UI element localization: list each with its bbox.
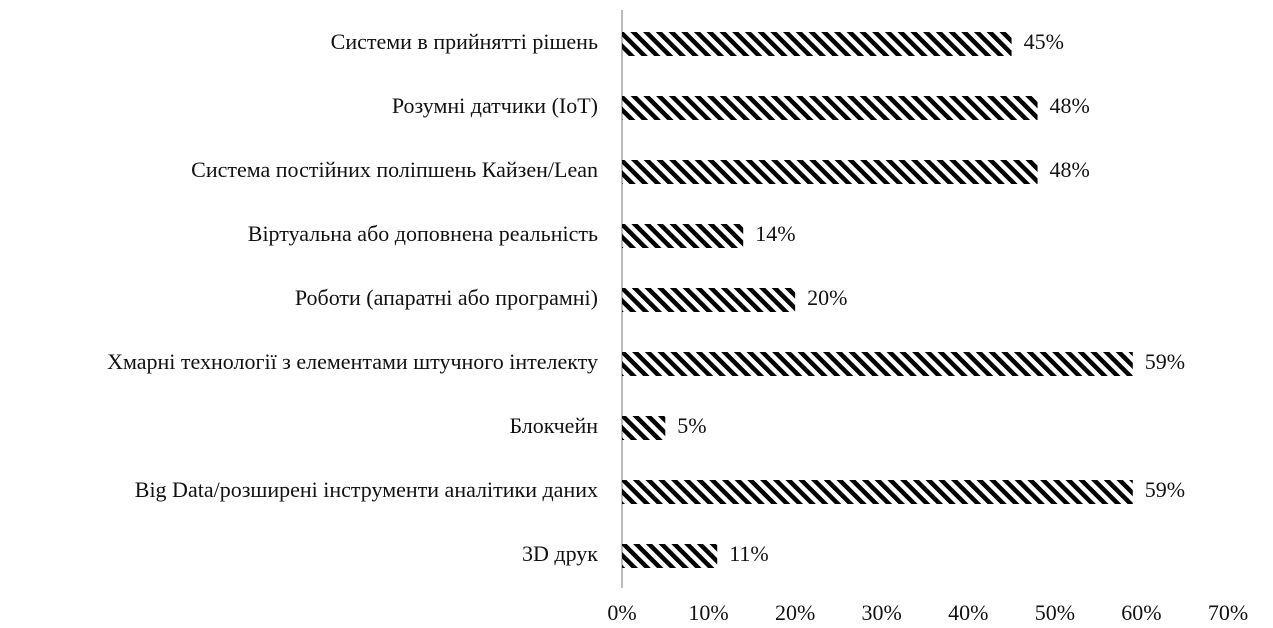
y-tick-label: Роботи (апаратні або програмні)	[295, 285, 598, 310]
bar	[622, 544, 718, 568]
bar	[622, 480, 1133, 504]
bar	[622, 224, 744, 248]
y-tick-label: Хмарні технології з елементами штучного …	[107, 349, 598, 374]
y-tick-label: Розумні датчики (IoT)	[392, 93, 598, 118]
x-tick-label: 60%	[1121, 600, 1161, 625]
value-label: 45%	[1024, 29, 1064, 54]
bar	[622, 160, 1038, 184]
x-tick-label: 40%	[948, 600, 988, 625]
y-tick-label: 3D друк	[522, 541, 598, 566]
y-tick-label: Система постійних поліпшень Кайзен/Lean	[191, 157, 598, 182]
y-tick-label: Системи в прийнятті рішень	[331, 29, 598, 54]
x-tick-label: 0%	[607, 600, 636, 625]
x-tick-label: 20%	[775, 600, 815, 625]
x-tick-label: 50%	[1035, 600, 1075, 625]
bar	[622, 96, 1038, 120]
value-label: 11%	[729, 541, 769, 566]
x-tick-label: 70%	[1208, 600, 1248, 625]
x-tick-label: 10%	[688, 600, 728, 625]
value-label: 5%	[677, 413, 706, 438]
value-label: 48%	[1050, 93, 1090, 118]
value-label: 20%	[807, 285, 847, 310]
bar	[622, 32, 1012, 56]
bar	[622, 416, 666, 440]
value-label: 14%	[755, 221, 795, 246]
y-tick-label: Big Data/розширені інструменти аналітики…	[135, 477, 598, 502]
value-label: 59%	[1145, 477, 1185, 502]
bar	[622, 352, 1133, 376]
value-label: 48%	[1050, 157, 1090, 182]
value-label: 59%	[1145, 349, 1185, 374]
x-tick-label: 30%	[862, 600, 902, 625]
y-tick-label: Віртуальна або доповнена реальність	[248, 221, 598, 246]
y-tick-label: Блокчейн	[509, 413, 598, 438]
bar	[622, 288, 796, 312]
